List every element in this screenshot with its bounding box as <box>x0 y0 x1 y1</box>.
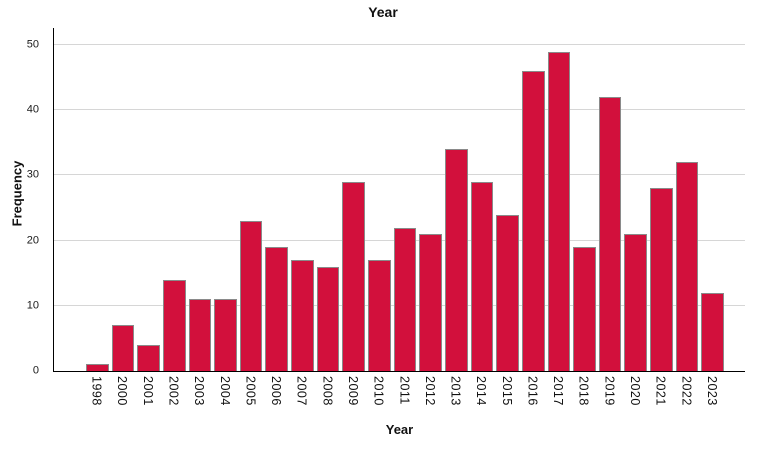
x-tick-label: 2014 <box>474 376 489 406</box>
bar-1998 <box>86 364 109 371</box>
bar-2011 <box>393 227 417 371</box>
bar-2020 <box>624 234 648 371</box>
x-tick-label: 2004 <box>217 376 232 406</box>
bar-2014 <box>470 181 494 371</box>
bar-2021 <box>650 188 673 371</box>
x-label-slot: 2003 <box>188 376 211 406</box>
bar-2009 <box>342 181 366 371</box>
x-label-slot: 2009 <box>341 376 364 406</box>
x-tick-label: 1998 <box>89 376 104 406</box>
x-label-slot: 2014 <box>470 376 493 406</box>
y-tick-label: 30 <box>26 168 39 181</box>
bar-2023 <box>701 292 725 371</box>
x-label-slot: 2016 <box>521 376 544 406</box>
x-tick-label: 2007 <box>294 376 309 406</box>
bar-2022 <box>675 162 699 371</box>
x-label-slot: 2017 <box>547 376 570 406</box>
x-label-slot: 2020 <box>623 376 646 406</box>
x-tick-label: 2011 <box>397 376 412 405</box>
x-tick-label: 2016 <box>525 376 540 406</box>
x-tick-label: 2019 <box>602 376 617 406</box>
y-tick-label: 20 <box>26 234 39 247</box>
x-tick-label: 2008 <box>320 376 335 406</box>
bar-2018 <box>573 247 596 371</box>
x-tick-label: 2001 <box>140 376 155 406</box>
x-tick-label: 2000 <box>115 376 130 406</box>
x-tick-label: 2020 <box>628 376 643 406</box>
x-tick-label: 2021 <box>653 376 668 406</box>
x-label-slot: 2023 <box>700 376 723 406</box>
x-label-slot: 2001 <box>136 376 159 406</box>
bars-row <box>86 28 725 371</box>
x-label-slot: 2018 <box>572 376 595 406</box>
bar-2019 <box>598 97 622 371</box>
x-label-slot: 2000 <box>111 376 134 406</box>
x-label-slot: 2015 <box>495 376 518 406</box>
x-label-slot: 2021 <box>649 376 672 406</box>
plot-area <box>53 28 745 372</box>
x-label-slot: 2013 <box>444 376 467 406</box>
x-label-slot: 2005 <box>239 376 262 406</box>
bar-2004 <box>214 299 237 371</box>
bar-2010 <box>368 260 391 371</box>
x-tick-label: 2022 <box>679 376 694 406</box>
x-tick-label: 2002 <box>166 376 181 406</box>
x-tick-label: 2003 <box>192 376 207 406</box>
bar-2006 <box>265 247 289 371</box>
gridline <box>54 44 745 45</box>
bar-2003 <box>188 299 212 371</box>
x-label-slot: 2011 <box>393 376 416 406</box>
bar-2002 <box>162 279 186 371</box>
x-tick-label: 2023 <box>704 376 719 406</box>
bar-2007 <box>291 260 314 371</box>
y-tick-label: 0 <box>32 364 39 377</box>
bar-2013 <box>444 149 468 371</box>
x-axis-labels: 1998 2000 2001 2002 2003 2004 2005 2006 2007 2008… <box>85 376 723 406</box>
bar-2001 <box>137 344 160 371</box>
bar-2015 <box>496 214 519 371</box>
x-label-slot: 2010 <box>367 376 390 406</box>
x-tick-label: 2005 <box>243 376 258 406</box>
x-tick-label: 2013 <box>448 376 463 406</box>
x-label-slot: 2007 <box>290 376 313 406</box>
x-tick-label: 2015 <box>499 376 514 406</box>
x-label-slot: 2008 <box>316 376 339 406</box>
x-tick-label: 2006 <box>269 376 284 406</box>
gridline <box>54 174 745 176</box>
x-label-slot: 2006 <box>264 376 287 406</box>
x-label-slot: 1998 <box>85 376 108 406</box>
bar-2016 <box>521 71 545 371</box>
x-tick-label: 2010 <box>371 376 386 406</box>
bar-2012 <box>419 234 442 371</box>
x-tick-label: 2017 <box>551 376 566 406</box>
gridline <box>54 109 745 111</box>
x-label-slot: 2002 <box>162 376 185 406</box>
y-tick-label: 10 <box>26 299 39 312</box>
x-tick-label: 2018 <box>576 376 591 406</box>
x-axis-title: Year <box>385 422 414 437</box>
y-tick-label: 40 <box>26 103 39 116</box>
x-label-slot: 2019 <box>598 376 621 406</box>
x-label-slot: 2004 <box>213 376 236 406</box>
bar-2008 <box>316 266 340 371</box>
chart-title: Year <box>368 4 398 20</box>
bar-2005 <box>239 221 263 371</box>
bar-2000 <box>111 325 135 371</box>
x-label-slot: 2022 <box>675 376 698 406</box>
y-axis-ticks: 0 10 20 30 40 50 <box>0 28 46 376</box>
bar-2017 <box>547 51 571 371</box>
x-tick-label: 2012 <box>422 376 437 406</box>
y-tick-label: 50 <box>26 38 39 51</box>
x-tick-label: 2009 <box>345 376 360 406</box>
x-label-slot: 2012 <box>418 376 441 406</box>
